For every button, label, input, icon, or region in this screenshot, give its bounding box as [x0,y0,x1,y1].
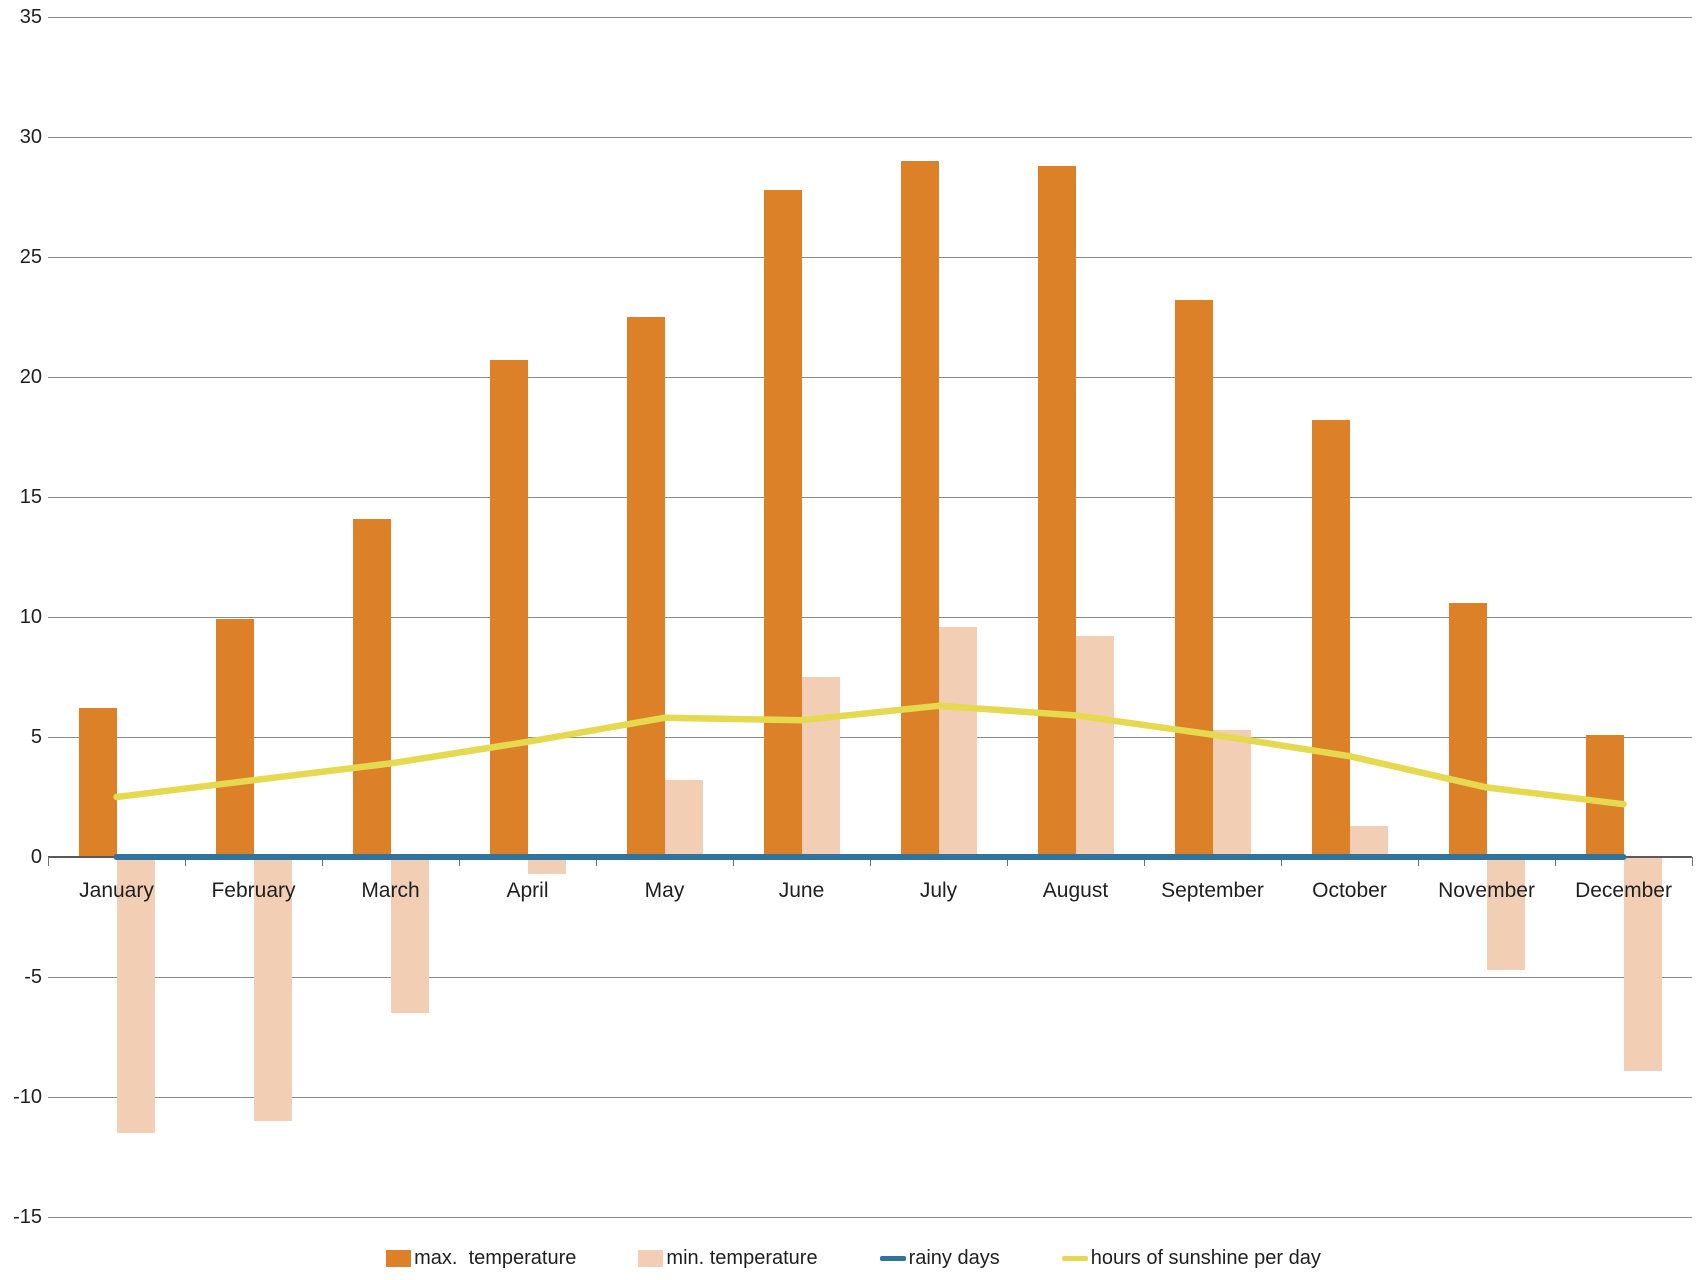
legend-label: max. temperature [414,1246,577,1269]
gridline [48,977,1692,978]
gridline [48,617,1692,618]
bar-min-temperature-June [801,677,840,857]
x-axis-tick [185,857,186,866]
bar-min-temperature-February [253,857,292,1121]
gridline [48,497,1692,498]
bar-max-temperature-October [1311,420,1350,857]
y-tick-label: 0 [30,846,42,868]
y-tick-label: 10 [19,606,42,628]
gridline [48,137,1692,138]
y-tick-label: -5 [24,966,42,988]
bar-max-temperature-June [763,189,802,857]
x-tick-label-June: June [778,879,825,902]
x-axis-tick [1144,857,1145,866]
bar-min-temperature-January [116,857,155,1133]
legend-label: hours of sunshine per day [1090,1246,1321,1269]
x-axis-tick [48,857,49,866]
x-axis-tick [733,857,734,866]
y-tick-label: -10 [13,1086,42,1108]
x-tick-label-April: April [506,879,549,902]
y-tick-label: 5 [30,726,42,748]
x-tick-label-December: December [1575,879,1672,902]
y-tick-label: 15 [19,486,42,508]
legend-label: min. temperature [666,1246,818,1269]
y-tick-label: -15 [13,1206,42,1228]
x-axis-tick [322,857,323,866]
legend-item-3: hours of sunshine per day [1061,1246,1321,1270]
legend-item-2: rainy days [879,1246,1000,1270]
bar-min-temperature-September [1212,729,1251,857]
bar-max-temperature-March [352,518,391,857]
legend-swatch-square [638,1249,664,1267]
bar-min-temperature-October [1349,825,1388,857]
x-tick-label-January: January [79,879,154,902]
chart-legend: max. temperature min. temperature rainy da… [0,1243,1707,1273]
bar-max-temperature-April [489,360,528,857]
y-tick-label: 25 [19,246,42,268]
bar-min-temperature-December [1623,857,1662,1071]
x-axis-tick [1281,857,1282,866]
y-tick-label: 20 [19,366,42,388]
x-axis-tick [1418,857,1419,866]
bar-max-temperature-September [1174,300,1213,857]
gridline [48,17,1692,18]
gridline [48,1097,1692,1098]
bar-max-temperature-December [1585,734,1624,857]
bar-max-temperature-May [626,317,665,857]
bar-max-temperature-August [1037,165,1076,857]
gridline [48,1217,1692,1218]
y-tick-label: 30 [19,126,42,148]
bar-min-temperature-November [1486,857,1525,970]
legend-swatch-line [879,1255,906,1261]
gridline [48,377,1692,378]
bar-min-temperature-May [664,780,703,857]
x-axis-tick [1007,857,1008,866]
legend-item-0: max. temperature [386,1247,576,1270]
bar-min-temperature-July [938,626,977,857]
x-axis-tick [1555,857,1556,866]
bar-min-temperature-March [390,857,429,1013]
legend-swatch-line [1061,1255,1088,1261]
x-tick-label-February: February [211,879,296,902]
y-tick-label: 35 [19,6,42,28]
x-tick-label-May: May [644,879,685,902]
x-axis-tick [1692,857,1693,866]
bar-max-temperature-February [215,619,254,857]
bar-min-temperature-August [1075,636,1114,857]
legend-item-1: min. temperature [638,1246,818,1270]
gridline [48,257,1692,258]
x-tick-label-July: July [919,879,958,902]
legend-swatch-square [386,1249,412,1267]
x-axis-tick [596,857,597,866]
x-tick-label-October: October [1312,879,1387,902]
bar-max-temperature-July [900,161,939,857]
line-hours-of-sunshine [113,702,1627,808]
bar-min-temperature-April [527,857,566,874]
legend-label: rainy days [908,1246,1000,1269]
x-tick-label-November: November [1438,879,1535,902]
bar-max-temperature-January [78,708,117,857]
gridline [48,737,1692,738]
bar-max-temperature-November [1448,602,1487,857]
x-axis-tick [459,857,460,866]
x-tick-label-September: September [1161,879,1264,902]
x-tick-label-August: August [1042,879,1109,902]
x-tick-label-March: March [361,879,420,902]
x-axis-tick [870,857,871,866]
